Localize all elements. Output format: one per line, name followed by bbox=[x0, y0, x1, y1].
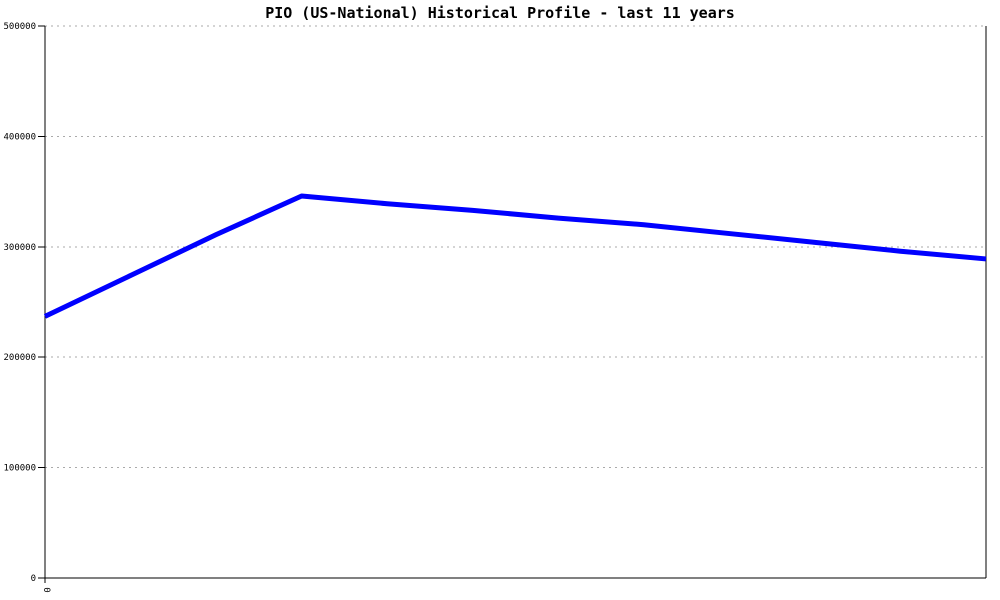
y-tick-label: 100000 bbox=[3, 464, 36, 474]
y-tick-label: 300000 bbox=[3, 243, 36, 253]
chart-title: PIO (US-National) Historical Profile - l… bbox=[265, 4, 735, 22]
y-tick-label: 400000 bbox=[3, 132, 36, 142]
y-tick-label: 500000 bbox=[3, 22, 36, 32]
y-tick-label: 0 bbox=[31, 574, 36, 584]
x-tick-label: 0 bbox=[41, 587, 51, 592]
series-line bbox=[43, 193, 987, 319]
y-tick-label: 200000 bbox=[3, 353, 36, 363]
